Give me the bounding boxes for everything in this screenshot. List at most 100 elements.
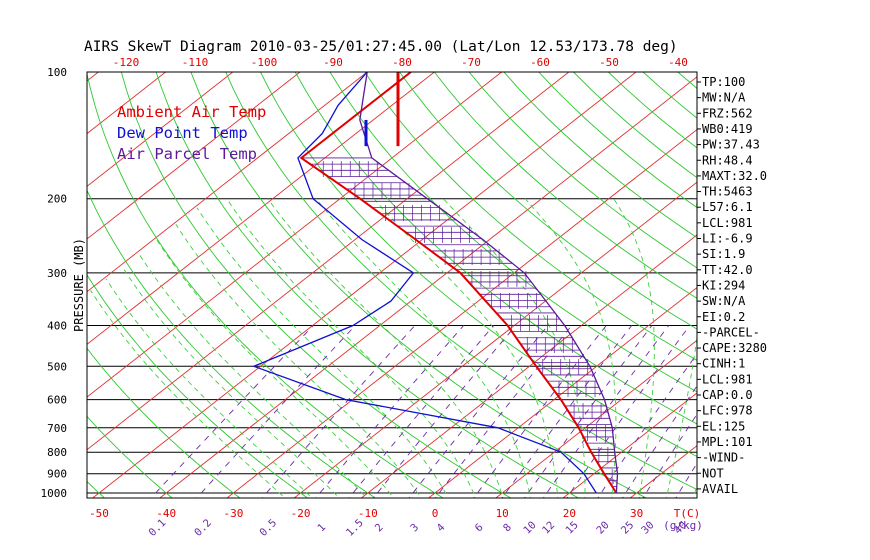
sounding-index: MPL:101 [702,435,753,449]
sounding-index: KI:294 [702,278,745,292]
mixing-ratio-line [597,353,697,498]
parcel-temp-line [359,72,619,494]
mixing-ratio-line [408,325,549,498]
sounding-index: -WIND- [702,451,745,465]
sounding-index: MAXT:32.0 [702,169,767,183]
dry-adiabat [503,72,697,239]
sounding-index: WB0:419 [702,122,753,136]
isotherm-line [87,72,570,451]
top-temp-tick-label: -120 [113,56,140,69]
pressure-tick-label: 200 [47,193,67,206]
moist-adiabat [138,253,368,498]
mixing-ratio-label: 1.5 [344,517,366,539]
mixing-ratio-label: 0.2 [192,517,214,539]
y-axis-label: PRESSURE (MB) [72,238,86,332]
bottom-temp-tick-label: 10 [496,507,509,520]
sounding-index: PW:37.43 [702,138,760,152]
dry-adiabat [260,72,697,457]
top-temp-tick-label: -110 [182,56,209,69]
sounding-index: MW:N/A [702,91,746,105]
isotherm-line [293,181,697,498]
dry-adiabat [817,72,870,502]
isotherm-line [226,128,697,498]
moist-adiabat [105,278,313,498]
legend-entry: Air Parcel Temp [117,145,257,163]
dry-adiabat [747,72,870,502]
moist-adiabat [121,266,340,498]
dew-point-line [252,72,597,494]
moist-adiabat [442,198,586,498]
dry-adiabat [434,72,697,299]
sounding-index: L57:6.1 [702,200,753,214]
isotherm-line [760,72,870,502]
sounding-index: TH:5463 [702,185,753,199]
bottom-temp-tick-label: -20 [291,507,311,520]
sounding-index: TT:42.0 [702,263,753,277]
isotherm-line [87,72,234,187]
moist-adiabat [665,198,697,498]
moist-adiabat [196,207,449,498]
mixing-ratio-line [150,325,314,498]
top-temp-tick-label: -50 [599,56,619,69]
top-temp-tick-label: -40 [668,56,688,69]
dry-adiabat [782,72,870,502]
bottom-temp-tick-label: -30 [223,507,243,520]
mixing-ratio-label: 30 [639,519,656,536]
dry-adiabat [190,72,648,498]
ambient-temp-line [299,72,618,494]
mixing-ratio-label: 4 [434,521,447,534]
mixing-ratio-label: 8 [501,521,514,534]
sounding-index: LCL:981 [702,372,753,386]
isotherm-line [87,72,301,240]
bottom-temp-tick-label: -40 [156,507,176,520]
sounding-index: SW:N/A [702,294,746,308]
sounding-index: -PARCEL- [702,325,760,339]
moist-adiabat [156,239,395,498]
pressure-tick-label: 800 [47,446,67,459]
sounding-index: RH:48.4 [702,153,753,167]
isotherm-line [87,72,368,293]
pressure-tick-label: 900 [47,468,67,481]
sounding-index: CAP:0.0 [702,388,753,402]
isotherm-line [0,72,31,502]
mixing-ratio-label: 25 [619,519,636,536]
dry-adiabat [852,72,870,502]
dry-adiabat [294,72,697,425]
top-temp-tick-label: -60 [530,56,550,69]
mixing-ratio-line [261,325,416,498]
sounding-index: LI:-6.9 [702,232,753,246]
sounding-index: CAPE:3280 [702,341,767,355]
isotherm-line [827,72,870,502]
moist-adiabat [315,198,531,498]
isotherm-line [91,72,637,498]
top-temp-tick-label: -100 [251,56,278,69]
bottom-temp-tick-label: 20 [563,507,576,520]
mixing-ratio-line [566,325,691,498]
mixing-ratio-label: 6 [473,521,486,534]
moist-adiabat [226,198,477,498]
isotherm-line [87,72,435,345]
sounding-index: CINH:1 [702,357,745,371]
legend-entry: Ambient Air Temp [117,103,266,121]
sounding-index: NOT [702,466,724,480]
mixing-ratio-line [434,325,573,498]
mixing-ratio-label: 0.1 [147,517,169,539]
isotherm-line [87,72,502,398]
top-temp-tick-label: -90 [323,56,343,69]
mixing-ratio-line [524,325,653,498]
mixing-ratio-line [473,325,607,498]
dry-adiabat [399,72,697,330]
sounding-index: EL:125 [702,419,745,433]
mixing-ratio-unit: (g/kg) [663,519,703,532]
mixing-ratio-label: 20 [594,519,611,536]
dry-adiabat [468,72,697,269]
mixing-ratio-label: 3 [408,521,421,534]
mixing-ratio-label: 15 [563,519,580,536]
isotherm-line [427,287,697,498]
pressure-tick-label: 100 [47,66,67,79]
bottom-temp-tick-label: -50 [89,507,109,520]
sounding-index: FRZ:562 [702,106,753,120]
dry-adiabat [87,72,444,498]
moist-adiabat [524,198,617,498]
